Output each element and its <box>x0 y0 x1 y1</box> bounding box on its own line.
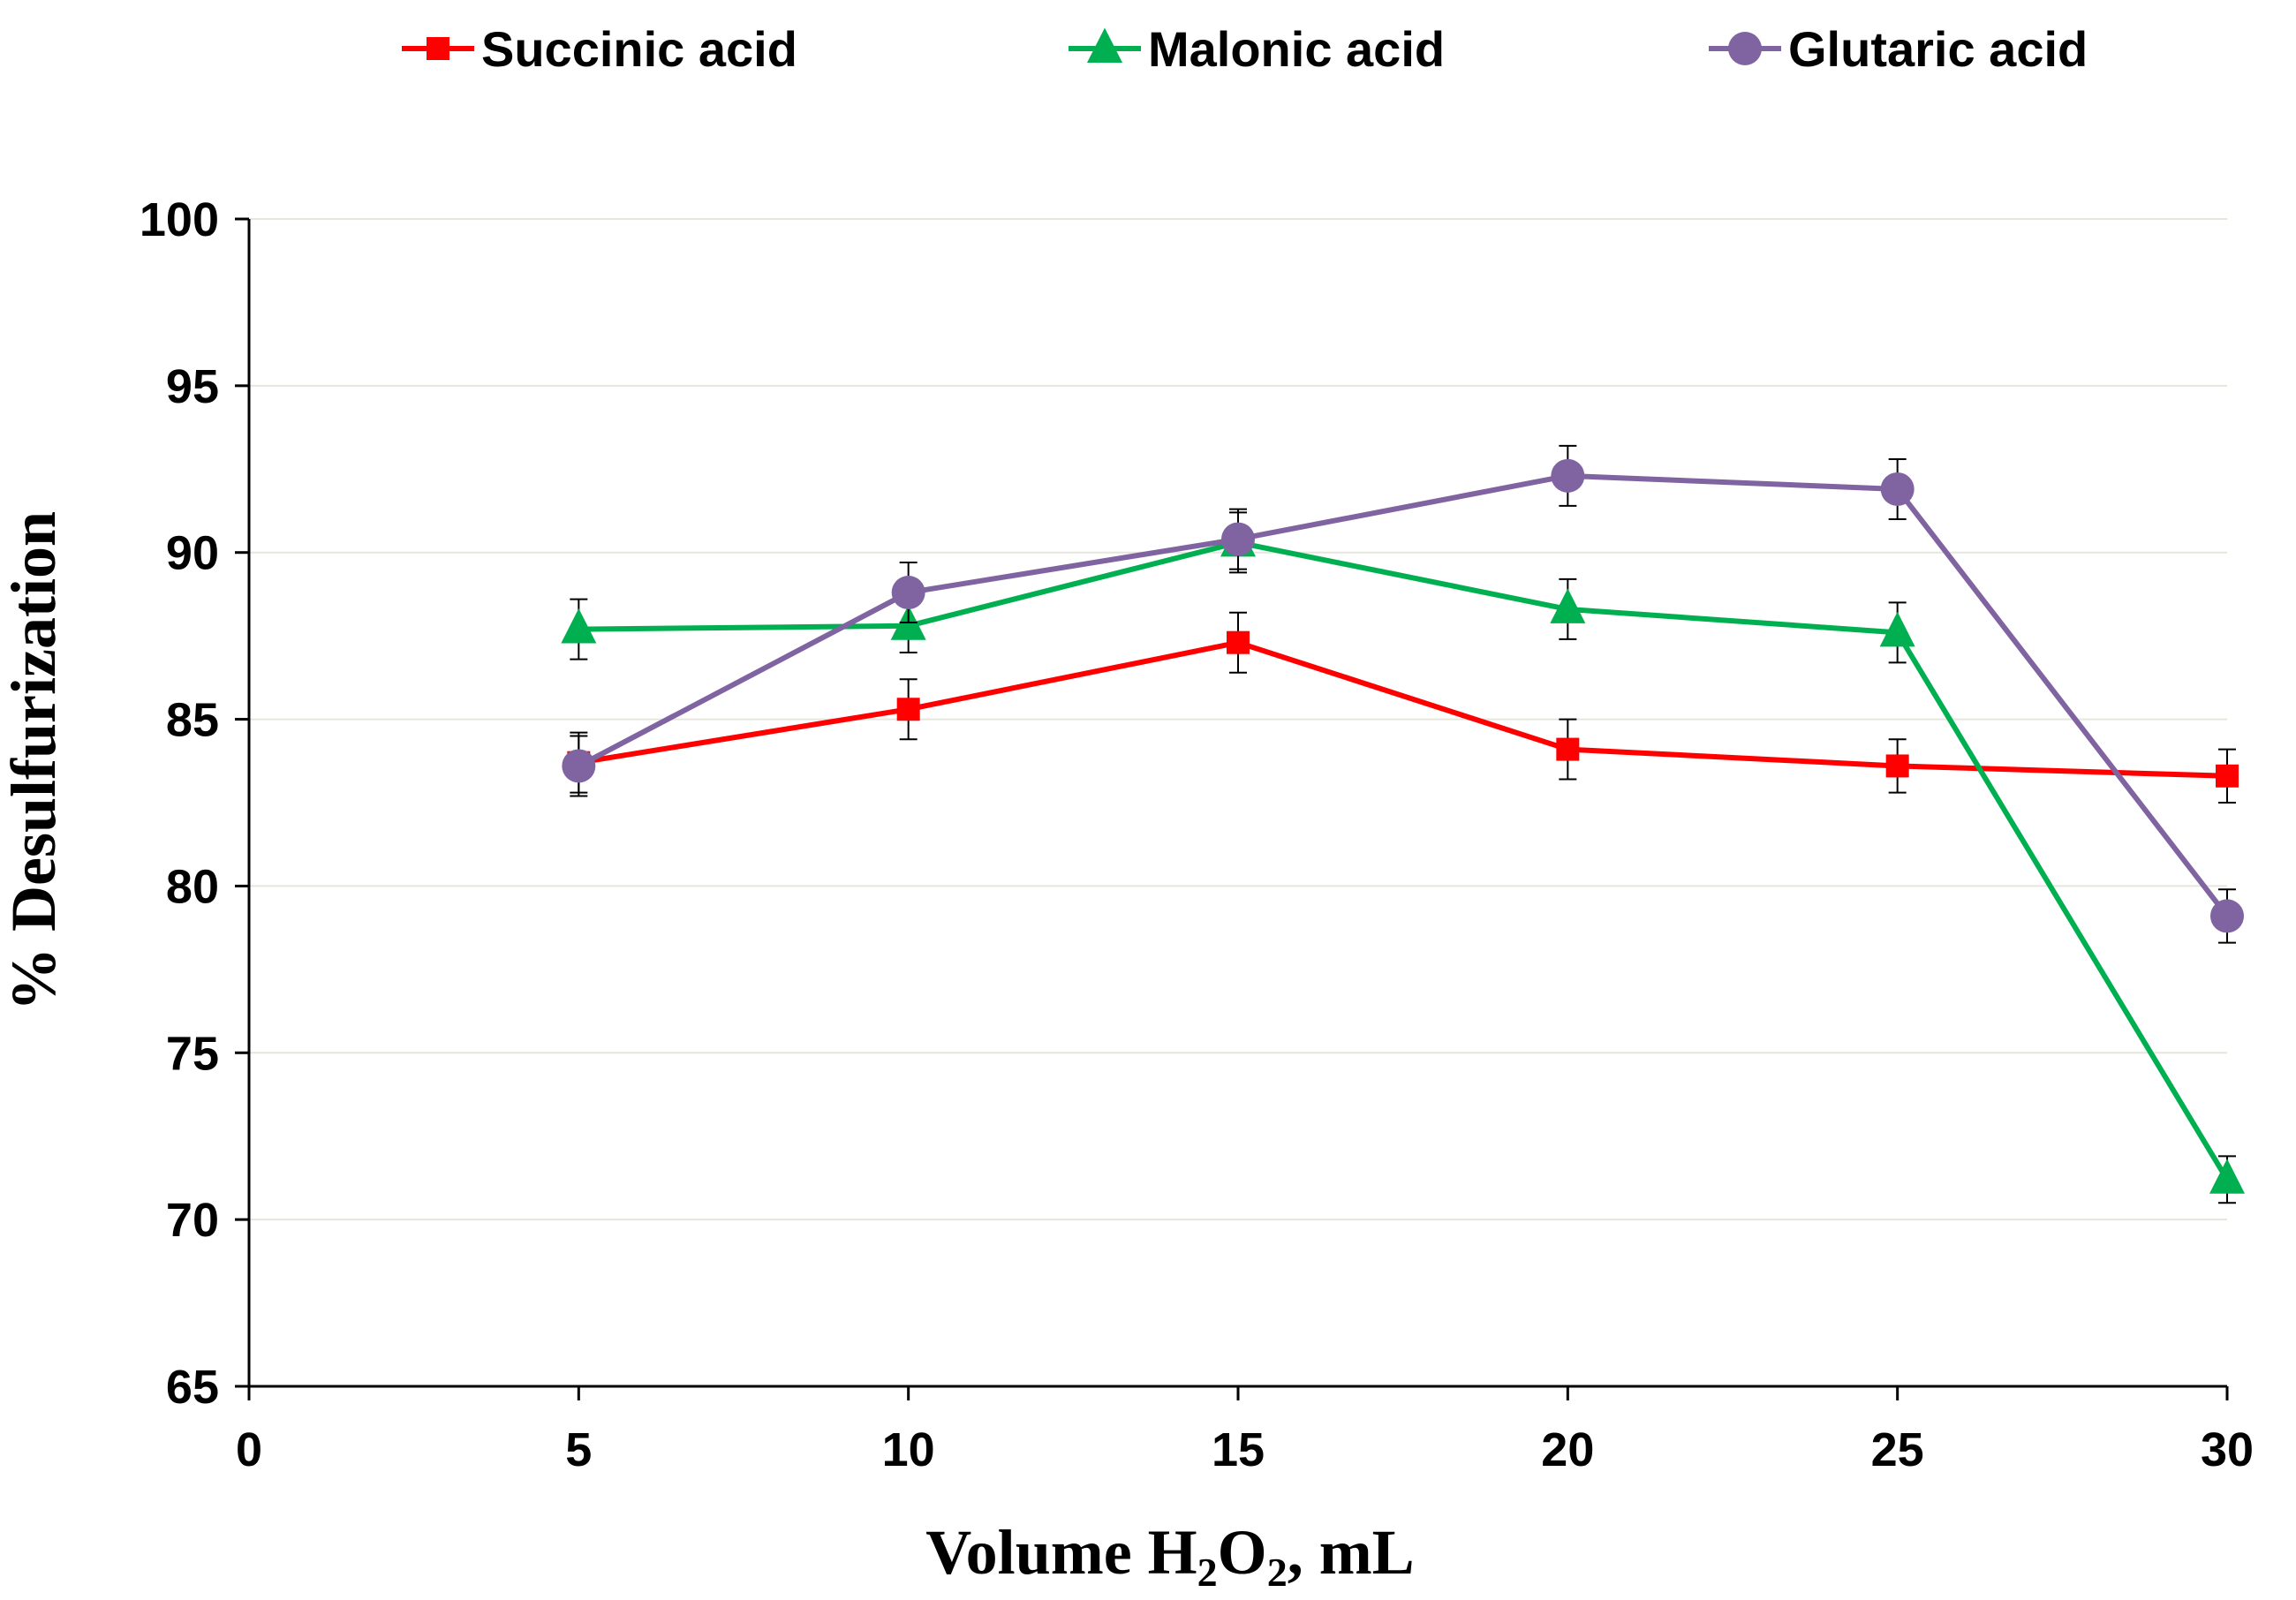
y-tick-label-100: 100 <box>140 193 219 246</box>
y-tick-label-95: 95 <box>166 360 219 413</box>
x-axis-title-sub2: 2 <box>1267 1550 1288 1595</box>
legend-item-glutaric-acid: Glutaric acid <box>1709 21 2088 77</box>
legend-label-succinic-acid: Succinic acid <box>481 21 797 77</box>
x-tick-label-25: 25 <box>1871 1423 1924 1476</box>
x-tick-label-20: 20 <box>1541 1423 1594 1476</box>
data-point-malonic-acid-5 <box>561 608 597 644</box>
series-line-glutaric-acid <box>577 472 2230 918</box>
x-tick-label-5: 5 <box>565 1423 592 1476</box>
data-point-succinic-acid-25 <box>1885 754 1909 778</box>
data-point-malonic-acid-25 <box>1879 611 1915 647</box>
data-point-succinic-acid-20 <box>1556 737 1580 761</box>
data-point-succinic-acid-30 <box>2216 764 2239 788</box>
y-tick-label-90: 90 <box>166 527 219 580</box>
legend-item-malonic-acid: Malonic acid <box>1069 21 1445 77</box>
y-tick-label-75: 75 <box>166 1027 219 1080</box>
legend-marker-malonic-acid <box>1087 27 1122 63</box>
y-tick-label-85: 85 <box>166 694 219 747</box>
series-group <box>561 444 2245 1204</box>
data-point-succinic-acid-15 <box>1227 630 1250 654</box>
legend-label-glutaric-acid: Glutaric acid <box>1788 21 2088 77</box>
data-point-glutaric-acid-10 <box>891 576 925 610</box>
data-point-malonic-acid-20 <box>1550 588 1586 623</box>
data-point-glutaric-acid-25 <box>1880 472 1915 506</box>
series-succinic-acid <box>567 611 2239 804</box>
x-tick-label-15: 15 <box>1212 1423 1265 1476</box>
y-tick-label-80: 80 <box>166 860 219 913</box>
x-axis-title-mid: O <box>1218 1517 1267 1588</box>
series-glutaric-acid <box>562 444 2244 944</box>
x-axis-title-sub1: 2 <box>1197 1550 1218 1595</box>
data-point-glutaric-acid-15 <box>1221 522 1255 556</box>
legend-marker-succinic-acid <box>427 37 449 60</box>
legend-label-malonic-acid: Malonic acid <box>1148 21 1445 77</box>
data-point-succinic-acid-10 <box>896 698 920 721</box>
x-axis-title-suffix: , mL <box>1288 1517 1415 1588</box>
x-axis-title: Volume H2O2, mL <box>925 1517 1414 1595</box>
series-line-succinic-acid <box>578 639 2228 779</box>
y-tick-label-65: 65 <box>166 1361 219 1414</box>
legend: Succinic acid Malonic acid Glutaric acid <box>402 21 2088 77</box>
x-axis-title-prefix: Volume H <box>925 1517 1197 1588</box>
data-point-glutaric-acid-30 <box>2210 899 2244 933</box>
data-point-glutaric-acid-5 <box>562 749 596 783</box>
x-tick-label-0: 0 <box>236 1423 262 1476</box>
grid-lines <box>249 218 2227 1221</box>
data-point-malonic-acid-30 <box>2209 1158 2245 1194</box>
x-tick-label-30: 30 <box>2201 1423 2254 1476</box>
x-tick-label-10: 10 <box>882 1423 935 1476</box>
series-line-malonic-acid <box>578 540 2230 1181</box>
data-point-glutaric-acid-20 <box>1551 458 1585 493</box>
y-axis-title: % Desulfurization <box>0 511 69 1011</box>
y-tick-label-70: 70 <box>166 1194 219 1247</box>
legend-item-succinic-acid: Succinic acid <box>402 21 797 77</box>
legend-marker-glutaric-acid <box>1728 32 1762 65</box>
tick-marks <box>235 217 2229 1400</box>
tick-labels: 65 70 75 80 85 90 95 100 0 5 10 15 20 25 30 <box>140 193 2254 1476</box>
series-malonic-acid <box>561 511 2245 1204</box>
axes <box>247 219 2227 1388</box>
